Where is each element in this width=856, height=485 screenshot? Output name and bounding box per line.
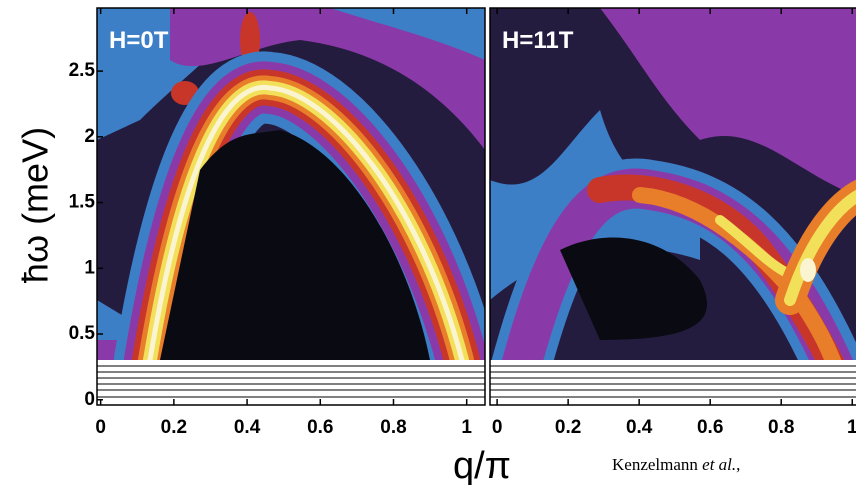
x-tick-label: 0.8: [380, 417, 406, 438]
y-tick-label: 1: [84, 257, 95, 278]
x-axis-label: q/π: [453, 445, 511, 485]
x-tick-label: 1: [847, 417, 856, 438]
x-tick-label: 1: [461, 417, 472, 438]
x-tick-label: 0.2: [555, 417, 581, 438]
plot-frame: [96, 7, 486, 406]
x-tick-label: 0.4: [234, 417, 261, 438]
x-tick-label: 0.2: [161, 417, 187, 438]
y-tick-label: 1.5: [69, 192, 96, 213]
y-tick-label: 0.5: [69, 323, 96, 344]
contour-map: [97, 8, 485, 405]
caption-part: ,: [736, 455, 740, 474]
x-tick-label: 0.6: [697, 417, 723, 438]
y-tick-label: 2: [84, 126, 95, 147]
y-axis-label: ħω (meV): [15, 127, 56, 283]
x-tick-label: 0.4: [626, 417, 653, 438]
x-tick-label: 0.8: [768, 417, 794, 438]
caption-part: Kenzelmann: [612, 455, 702, 474]
plot-frame: [489, 7, 856, 406]
panel-label: H=11T: [502, 27, 574, 54]
x-tick-label: 0: [95, 417, 106, 438]
x-tick-label: 0.6: [307, 417, 333, 438]
y-tick-label: 0: [84, 389, 95, 410]
contour-map: [490, 8, 856, 405]
y-tick-label: 2.5: [69, 60, 96, 81]
caption: Kenzelmann et al.,: [612, 455, 740, 474]
x-tick-label: 0: [492, 417, 503, 438]
panel-label: H=0T: [109, 27, 169, 54]
caption-part: et al.: [702, 455, 736, 474]
